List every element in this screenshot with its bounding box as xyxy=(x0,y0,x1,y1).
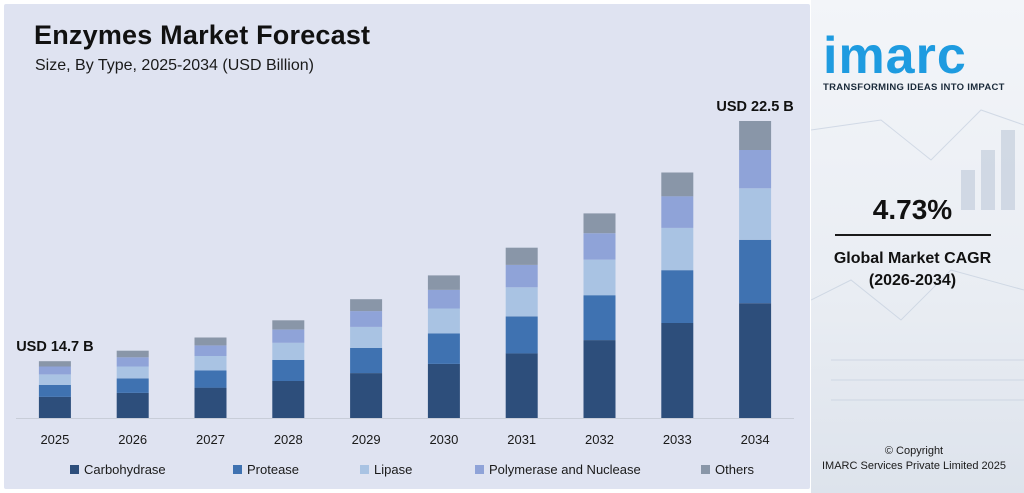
bar-2033-carbohydrase xyxy=(661,323,694,418)
bar-2028-lipase xyxy=(272,342,305,360)
bar-2034-protease xyxy=(739,239,772,304)
bar-2032-lipase xyxy=(583,259,616,296)
cagr-label: Global Market CAGR (2026-2034) xyxy=(811,248,1014,292)
bar-2028-polymerase-and-nuclease xyxy=(272,329,305,343)
bar-2031-lipase xyxy=(505,287,538,317)
legend-label: Lipase xyxy=(374,462,413,477)
bar-2034-lipase xyxy=(739,188,772,240)
bar-2027-others xyxy=(194,337,227,346)
bar-2028-others xyxy=(272,320,305,330)
bar-2033-lipase xyxy=(661,227,694,271)
x-tick-label-2029: 2029 xyxy=(352,432,381,447)
bar-2026-polymerase-and-nuclease xyxy=(116,357,149,367)
legend-label: Carbohydrase xyxy=(84,462,166,477)
bar-2025-polymerase-and-nuclease xyxy=(38,366,71,375)
bar-2030-carbohydrase xyxy=(427,363,460,418)
x-tick-label-2033: 2033 xyxy=(663,432,692,447)
bar-2030-others xyxy=(427,275,460,290)
cagr-value: 4.73% xyxy=(872,194,953,225)
bar-2034-others xyxy=(739,121,772,150)
bar-2030-lipase xyxy=(427,308,460,334)
bar-2025-carbohydrase xyxy=(38,396,71,418)
x-tick-label-2034: 2034 xyxy=(741,432,770,447)
legend-swatch xyxy=(233,465,242,474)
data-label-2025: USD 14.7 B xyxy=(16,339,93,355)
bar-2027-protease xyxy=(194,370,227,388)
chart-title: Enzymes Market Forecast xyxy=(34,20,371,50)
bar-2031-protease xyxy=(505,316,538,354)
background-graphic xyxy=(811,109,1024,401)
cagr-label-line2: (2026-2034) xyxy=(868,272,957,289)
bar-2029-carbohydrase xyxy=(350,373,383,418)
legend-label: Others xyxy=(715,462,755,477)
bar-2025-lipase xyxy=(38,374,71,385)
bar-2026-protease xyxy=(116,378,149,393)
bar-2033-polymerase-and-nuclease xyxy=(661,196,694,228)
legend-swatch xyxy=(475,465,484,474)
chart-subtitle: Size, By Type, 2025-2034 (USD Billion) xyxy=(35,57,314,74)
bar-2031-carbohydrase xyxy=(505,353,538,418)
bar-2030-polymerase-and-nuclease xyxy=(427,290,460,309)
cagr-label-line1: Global Market CAGR xyxy=(833,250,992,267)
logo-tagline: TRANSFORMING IDEAS INTO IMPACT xyxy=(823,82,1005,93)
bar-2027-carbohydrase xyxy=(194,387,227,418)
cagr-divider xyxy=(835,234,991,236)
bar-2032-protease xyxy=(583,295,616,341)
legend-swatch xyxy=(701,465,710,474)
bar-2031-others xyxy=(505,247,538,265)
x-tick-label-2031: 2031 xyxy=(507,432,536,447)
bar-2032-polymerase-and-nuclease xyxy=(583,233,616,260)
legend-item-carbohydrase: Carbohydrase xyxy=(70,462,166,477)
bar-2026-others xyxy=(116,350,149,358)
copyright-line1: © Copyright xyxy=(884,445,944,457)
bar-2028-carbohydrase xyxy=(272,381,305,418)
side-panel: imarc TRANSFORMING IDEAS INTO IMPACT 4.7… xyxy=(811,0,1024,493)
bar-2027-lipase xyxy=(194,356,227,371)
legend-item-polymerase-and-nuclease: Polymerase and Nuclease xyxy=(475,462,641,477)
bar-2029-polymerase-and-nuclease xyxy=(350,311,383,327)
bar-2032-others xyxy=(583,213,616,234)
copyright: © Copyright IMARC Services Private Limit… xyxy=(811,444,1017,474)
stacked-bar-chart: 2025 USD 14.7 B 2026 2027 2028 2029 2030 2031 20… xyxy=(16,99,794,447)
x-tick-label-2030: 2030 xyxy=(429,432,458,447)
bar-2034-polymerase-and-nuclease xyxy=(739,150,772,189)
bar-2031-polymerase-and-nuclease xyxy=(505,264,538,288)
legend-item-lipase: Lipase xyxy=(360,462,412,477)
x-tick-label-2032: 2032 xyxy=(585,432,614,447)
bar-2032-carbohydrase xyxy=(583,340,616,418)
bar-2025-others xyxy=(38,361,71,367)
bar-2033-protease xyxy=(661,270,694,323)
legend-label: Polymerase and Nuclease xyxy=(489,462,641,477)
bar-2033-others xyxy=(661,172,694,197)
chart-panel: Enzymes Market Forecast Size, By Type, 2… xyxy=(4,4,810,489)
legend-swatch xyxy=(360,465,369,474)
legend-item-protease: Protease xyxy=(233,462,299,477)
legend-item-others: Others xyxy=(701,462,754,477)
imarc-logo: imarc xyxy=(823,27,967,85)
x-tick-label-2028: 2028 xyxy=(274,432,303,447)
bar-2028-protease xyxy=(272,359,305,381)
bar-2026-lipase xyxy=(116,366,149,379)
copyright-line2: IMARC Services Private Limited 2025 xyxy=(821,460,1006,472)
legend-swatch xyxy=(70,465,79,474)
data-label-2034: USD 22.5 B xyxy=(716,99,793,115)
bar-2030-protease xyxy=(427,333,460,364)
bar-2027-polymerase-and-nuclease xyxy=(194,345,227,356)
x-tick-label-2027: 2027 xyxy=(196,432,225,447)
bar-2034-carbohydrase xyxy=(739,303,772,418)
bar-2026-carbohydrase xyxy=(116,392,149,418)
legend-label: Protease xyxy=(247,462,300,477)
x-tick-label-2026: 2026 xyxy=(118,432,147,447)
x-tick-label-2025: 2025 xyxy=(40,432,69,447)
chart-legend: Carbohydrase Protease Lipase Polymerase and… xyxy=(4,462,810,482)
bar-2029-lipase xyxy=(350,326,383,348)
bar-2025-protease xyxy=(38,385,71,397)
bar-2029-others xyxy=(350,299,383,312)
bar-2029-protease xyxy=(350,348,383,374)
